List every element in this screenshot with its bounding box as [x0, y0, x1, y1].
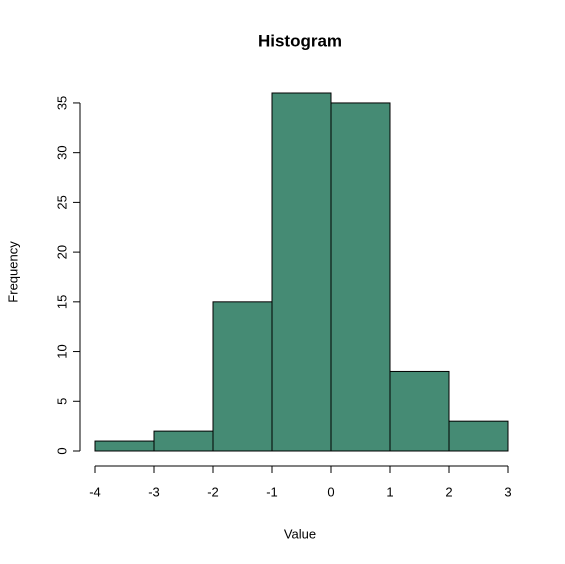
bar	[330, 102, 391, 452]
y-tick-label: 15	[54, 295, 69, 309]
x-tick-label: 0	[327, 484, 334, 499]
y-tick-label: 10	[54, 344, 69, 358]
bar	[94, 440, 155, 452]
bar	[448, 420, 509, 452]
x-axis-label: Value	[284, 526, 316, 541]
y-tick-label: 25	[54, 195, 69, 209]
bar	[153, 430, 214, 452]
bar	[212, 301, 273, 452]
x-tick-label: 1	[386, 484, 393, 499]
y-tick-label: 30	[54, 145, 69, 159]
x-tick-label: 3	[504, 484, 511, 499]
y-tick-label: 5	[54, 398, 69, 405]
y-tick-label: 35	[54, 96, 69, 110]
y-axis-label: Frequency	[5, 241, 20, 303]
bar	[271, 92, 332, 452]
x-tick-label: -4	[89, 484, 101, 499]
y-tick-label: 0	[54, 447, 69, 454]
bar	[389, 370, 450, 452]
x-tick-label: -3	[148, 484, 160, 499]
x-tick-label: -1	[266, 484, 278, 499]
chart-title: Histogram	[258, 31, 342, 50]
x-tick-label: -2	[207, 484, 219, 499]
y-tick-label: 20	[54, 245, 69, 259]
x-tick-label: 2	[445, 484, 452, 499]
